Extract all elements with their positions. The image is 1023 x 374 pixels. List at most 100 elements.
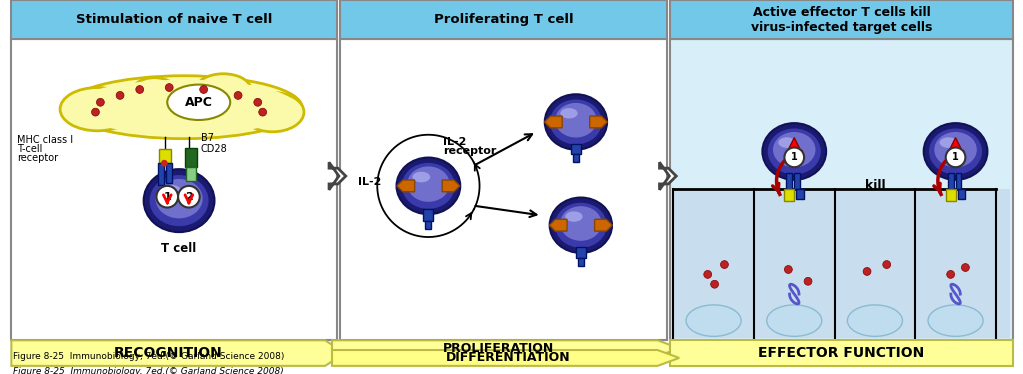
Ellipse shape bbox=[766, 305, 821, 336]
Bar bbox=[947, 173, 953, 189]
Circle shape bbox=[704, 270, 712, 278]
Bar bbox=[11, 39, 337, 340]
Ellipse shape bbox=[155, 179, 203, 218]
Polygon shape bbox=[660, 162, 676, 190]
Ellipse shape bbox=[561, 108, 578, 119]
Bar bbox=[673, 189, 1010, 338]
Text: Figure 8-25  Immunobiology, 7ed.(© Garland Science 2008): Figure 8-25 Immunobiology, 7ed.(© Garlan… bbox=[13, 352, 284, 361]
Text: 1: 1 bbox=[952, 152, 959, 162]
Bar bbox=[159, 163, 165, 185]
Text: MHC class I: MHC class I bbox=[17, 135, 74, 145]
Ellipse shape bbox=[60, 88, 135, 131]
Ellipse shape bbox=[929, 128, 982, 175]
Circle shape bbox=[883, 261, 891, 269]
Ellipse shape bbox=[779, 137, 796, 148]
Ellipse shape bbox=[143, 169, 215, 232]
Circle shape bbox=[259, 108, 267, 116]
Text: Proliferating T cell: Proliferating T cell bbox=[434, 13, 574, 26]
Polygon shape bbox=[397, 180, 414, 192]
Circle shape bbox=[178, 186, 199, 208]
Ellipse shape bbox=[773, 132, 815, 168]
Circle shape bbox=[117, 92, 124, 99]
Ellipse shape bbox=[767, 128, 820, 175]
Polygon shape bbox=[594, 219, 613, 231]
Ellipse shape bbox=[545, 94, 607, 150]
Circle shape bbox=[254, 98, 262, 106]
Circle shape bbox=[161, 160, 168, 167]
Bar bbox=[787, 173, 792, 189]
Ellipse shape bbox=[940, 137, 958, 148]
Bar bbox=[958, 189, 966, 199]
Bar bbox=[167, 163, 172, 183]
Text: receptor: receptor bbox=[17, 153, 58, 163]
Bar bbox=[340, 0, 667, 39]
Polygon shape bbox=[544, 116, 563, 128]
Ellipse shape bbox=[762, 123, 827, 180]
Text: Active effector T cells kill
virus-infected target cells: Active effector T cells kill virus-infec… bbox=[751, 6, 932, 34]
Text: EFFECTOR FUNCTION: EFFECTOR FUNCTION bbox=[758, 346, 925, 360]
Text: Stimulation of naive T cell: Stimulation of naive T cell bbox=[76, 13, 272, 26]
Bar bbox=[11, 0, 337, 39]
Ellipse shape bbox=[412, 172, 430, 183]
Ellipse shape bbox=[549, 197, 612, 253]
Bar bbox=[794, 173, 800, 189]
Bar bbox=[424, 209, 434, 221]
Bar bbox=[186, 167, 195, 181]
Bar bbox=[670, 0, 1013, 39]
Bar bbox=[796, 189, 804, 199]
Text: T cell: T cell bbox=[162, 242, 196, 255]
Circle shape bbox=[96, 98, 104, 106]
Ellipse shape bbox=[397, 157, 460, 214]
Circle shape bbox=[91, 108, 99, 116]
Circle shape bbox=[785, 147, 804, 167]
Bar bbox=[578, 258, 584, 266]
Ellipse shape bbox=[686, 305, 741, 336]
Circle shape bbox=[863, 267, 871, 275]
Text: 1: 1 bbox=[791, 152, 798, 162]
Bar bbox=[426, 221, 432, 229]
Text: IL-2: IL-2 bbox=[358, 177, 382, 187]
Polygon shape bbox=[332, 350, 679, 366]
Ellipse shape bbox=[554, 203, 607, 248]
Text: B7: B7 bbox=[201, 133, 214, 143]
Ellipse shape bbox=[71, 80, 297, 135]
Text: kill: kill bbox=[864, 180, 885, 192]
Ellipse shape bbox=[934, 132, 977, 168]
Bar bbox=[571, 144, 581, 154]
Ellipse shape bbox=[928, 305, 983, 336]
Text: receptor: receptor bbox=[443, 147, 496, 156]
Bar bbox=[670, 39, 1013, 340]
Ellipse shape bbox=[407, 166, 450, 202]
Polygon shape bbox=[589, 116, 608, 128]
Ellipse shape bbox=[560, 206, 602, 241]
Bar bbox=[340, 39, 667, 340]
Circle shape bbox=[157, 186, 178, 208]
Circle shape bbox=[785, 266, 792, 273]
Text: IL-2: IL-2 bbox=[443, 137, 466, 147]
Bar bbox=[955, 173, 962, 189]
Circle shape bbox=[804, 278, 812, 285]
Text: PROLIFERATION: PROLIFERATION bbox=[443, 342, 554, 355]
Ellipse shape bbox=[195, 74, 251, 105]
Ellipse shape bbox=[162, 185, 181, 197]
Bar bbox=[785, 189, 794, 200]
Text: 2: 2 bbox=[185, 192, 192, 202]
Ellipse shape bbox=[168, 85, 230, 120]
Circle shape bbox=[199, 86, 208, 94]
Ellipse shape bbox=[566, 211, 582, 222]
Polygon shape bbox=[329, 162, 346, 190]
Ellipse shape bbox=[149, 175, 209, 226]
Text: RECOGNITION: RECOGNITION bbox=[114, 346, 223, 360]
Ellipse shape bbox=[550, 99, 602, 144]
Polygon shape bbox=[787, 138, 802, 153]
Ellipse shape bbox=[402, 163, 455, 209]
Text: T-cell: T-cell bbox=[17, 144, 43, 154]
Circle shape bbox=[711, 280, 718, 288]
Ellipse shape bbox=[241, 92, 304, 132]
Polygon shape bbox=[332, 340, 679, 356]
Polygon shape bbox=[549, 219, 567, 231]
Bar bbox=[670, 340, 1013, 366]
Circle shape bbox=[166, 84, 173, 92]
Text: CD28: CD28 bbox=[201, 144, 227, 154]
Ellipse shape bbox=[847, 305, 902, 336]
